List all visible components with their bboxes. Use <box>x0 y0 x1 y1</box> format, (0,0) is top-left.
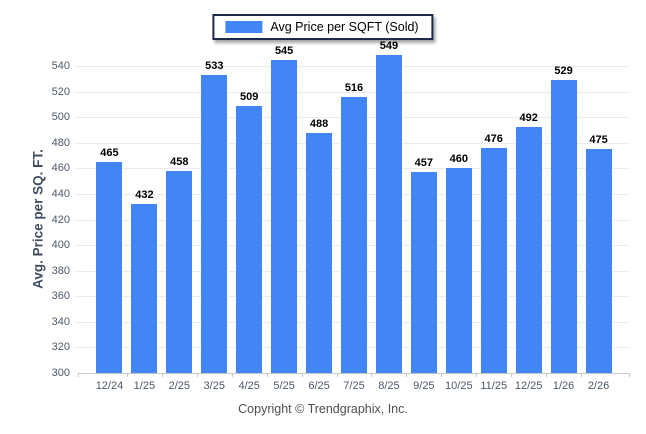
x-axis-tick-mark <box>371 373 373 377</box>
x-axis-tick-mark <box>581 373 583 377</box>
legend: Avg Price per SQFT (Sold) <box>212 14 434 40</box>
x-axis-tick-label: 3/25 <box>203 380 225 392</box>
gridline <box>74 91 630 93</box>
bar <box>445 168 472 373</box>
y-axis-tick-label: 300 <box>51 367 70 379</box>
bar-value-label: 458 <box>170 155 189 168</box>
x-axis-tick-label: 2/26 <box>587 380 610 392</box>
bar-value-label: 509 <box>240 90 259 103</box>
bar <box>236 105 263 373</box>
bar-value-label: 533 <box>205 59 224 72</box>
bar <box>515 127 542 373</box>
x-axis-tick-label: 12/25 <box>514 380 543 392</box>
x-axis-tick-label: 2/25 <box>168 380 191 392</box>
y-axis-tick-label: 480 <box>51 136 70 149</box>
bar <box>271 59 298 373</box>
x-axis-tick-label: 10/25 <box>445 380 473 392</box>
y-axis-tick-label: 540 <box>51 60 70 72</box>
y-axis-tick-label: 340 <box>51 315 70 328</box>
bar <box>410 172 437 373</box>
bar <box>585 149 612 373</box>
bar-value-label: 529 <box>554 65 573 78</box>
bar-value-label: 549 <box>379 39 399 52</box>
bar <box>375 54 402 373</box>
bar <box>131 204 158 373</box>
x-axis-tick-label: 7/25 <box>343 380 365 392</box>
x-axis-tick-mark <box>629 373 630 377</box>
x-axis-tick-mark <box>441 373 443 377</box>
x-axis-tick-label: 9/25 <box>413 380 435 392</box>
y-axis-tick-label: 500 <box>51 111 70 124</box>
copyright-text: Copyright © Trendgraphix, Inc. <box>238 402 408 416</box>
x-axis-tick-mark <box>231 373 233 377</box>
bar <box>96 161 123 373</box>
y-axis-tick-label: 400 <box>51 239 70 252</box>
y-axis-tick-label: 320 <box>51 341 70 354</box>
x-axis-tick-mark <box>546 373 548 377</box>
y-axis-tick-label: 380 <box>51 264 70 277</box>
x-axis-tick-label: 6/25 <box>308 380 330 392</box>
plot-area: 465 432 458 533 509 545 488 516 549 457 460 476 492 5… <box>74 40 630 377</box>
bar <box>480 147 507 373</box>
x-axis-tick-label: 1/25 <box>133 380 156 392</box>
x-axis-tick-mark <box>336 373 338 377</box>
x-axis-tick-mark <box>266 373 268 377</box>
bar-value-label: 545 <box>274 44 294 57</box>
bar-value-label: 460 <box>449 153 468 166</box>
x-axis-tick-mark <box>161 373 163 377</box>
bar-value-label: 516 <box>344 81 364 94</box>
x-axis-tick-label: 12/24 <box>95 380 124 392</box>
bar-value-label: 457 <box>414 157 434 170</box>
x-axis-tick-label: 8/25 <box>378 380 400 392</box>
bar-value-label: 432 <box>135 189 154 202</box>
bar-value-label: 488 <box>309 117 329 130</box>
gridline <box>74 66 630 67</box>
bar-value-label: 475 <box>589 134 608 147</box>
y-axis-tick-label: 520 <box>51 85 70 98</box>
legend-swatch-icon <box>225 21 263 33</box>
y-axis-tick-label: 460 <box>51 162 70 175</box>
x-axis-tick-mark <box>196 373 198 377</box>
bar <box>201 74 228 373</box>
x-axis-tick-label: 5/25 <box>273 380 295 392</box>
legend-label: Avg Price per SQFT (Sold) <box>270 20 419 34</box>
x-axis-tick-label: 4/25 <box>238 380 260 392</box>
bar-value-label: 476 <box>484 132 503 145</box>
bar <box>341 96 367 373</box>
bar <box>550 80 577 373</box>
x-axis-tick-mark <box>78 373 79 377</box>
x-axis-tick-label: 11/25 <box>480 380 508 392</box>
x-axis-tick-mark <box>301 373 303 377</box>
x-axis-tick-mark <box>126 373 128 377</box>
bar <box>166 170 193 373</box>
x-axis-tick-mark <box>511 373 513 377</box>
x-axis-tick-mark <box>476 373 478 377</box>
x-axis-tick-label: 1/26 <box>552 380 575 392</box>
x-axis-tick-mark <box>406 373 408 377</box>
bar <box>306 132 333 373</box>
y-axis-tick-label: 440 <box>51 187 70 200</box>
y-axis-tick-label: 420 <box>51 213 70 226</box>
y-axis-tick-label: 360 <box>51 290 70 303</box>
bar-value-label: 465 <box>100 146 119 159</box>
bar-value-label: 492 <box>519 112 538 125</box>
